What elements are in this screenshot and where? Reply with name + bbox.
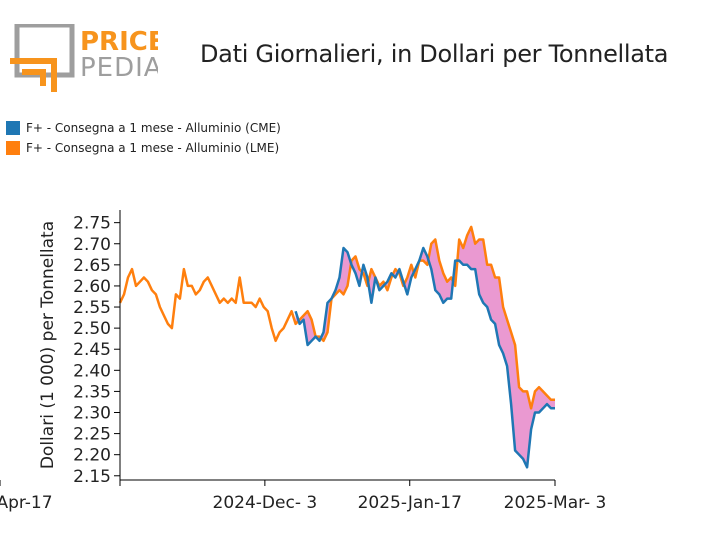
legend-item-lme: F+ - Consegna a 1 mese - Alluminio (LME): [6, 138, 281, 158]
y-tick-label: 2.35: [73, 382, 111, 402]
y-tick-label: 2.15: [73, 467, 111, 487]
logo-mark-orange-inner: [22, 69, 46, 86]
x-tick-label: 2024-Dec- 3: [213, 493, 318, 513]
x-tick-label: 2025-Mar- 3: [504, 493, 607, 513]
y-tick-label: 2.75: [73, 214, 111, 234]
y-tick-label: 2.30: [73, 404, 111, 424]
fill-between-area: [295, 226, 555, 468]
y-tick-label: 2.45: [73, 340, 111, 360]
y-axis-label: Dollari (1 000) per Tonnellata: [38, 221, 58, 469]
chart-title: Dati Giornalieri, in Dollari per Tonnell…: [200, 40, 669, 68]
x-tick-label: 2025-Jan-17: [358, 493, 462, 513]
legend-swatch-cme: [6, 121, 20, 135]
series-line-cme: [294, 246, 555, 469]
y-tick-label: 2.60: [73, 277, 111, 297]
pricepedia-logo: PRICE PEDIA: [10, 24, 158, 92]
y-tick-label: 2.25: [73, 425, 111, 445]
y-tick-label: 2.50: [73, 319, 111, 339]
chart-legend: F+ - Consegna a 1 mese - Alluminio (CME)…: [6, 118, 281, 158]
y-tick-label: 2.40: [73, 361, 111, 381]
legend-swatch-lme: [6, 141, 20, 155]
y-tick-label: 2.65: [73, 256, 111, 276]
x-tick-label: 2025-Apr-17: [0, 493, 53, 513]
y-tick-label: 2.55: [73, 298, 111, 318]
logo-word-pedia: PEDIA: [80, 53, 158, 83]
legend-label-lme: F+ - Consegna a 1 mese - Alluminio (LME): [26, 141, 280, 155]
legend-item-cme: F+ - Consegna a 1 mese - Alluminio (CME): [6, 118, 281, 138]
logo-word-price: PRICE: [80, 27, 158, 57]
series-line-lme: [118, 225, 555, 410]
legend-label-cme: F+ - Consegna a 1 mese - Alluminio (CME): [26, 121, 281, 135]
y-tick-label: 2.20: [73, 446, 111, 466]
logo-mark-orange-outer: [10, 58, 57, 92]
y-tick-label: 2.70: [73, 235, 111, 255]
